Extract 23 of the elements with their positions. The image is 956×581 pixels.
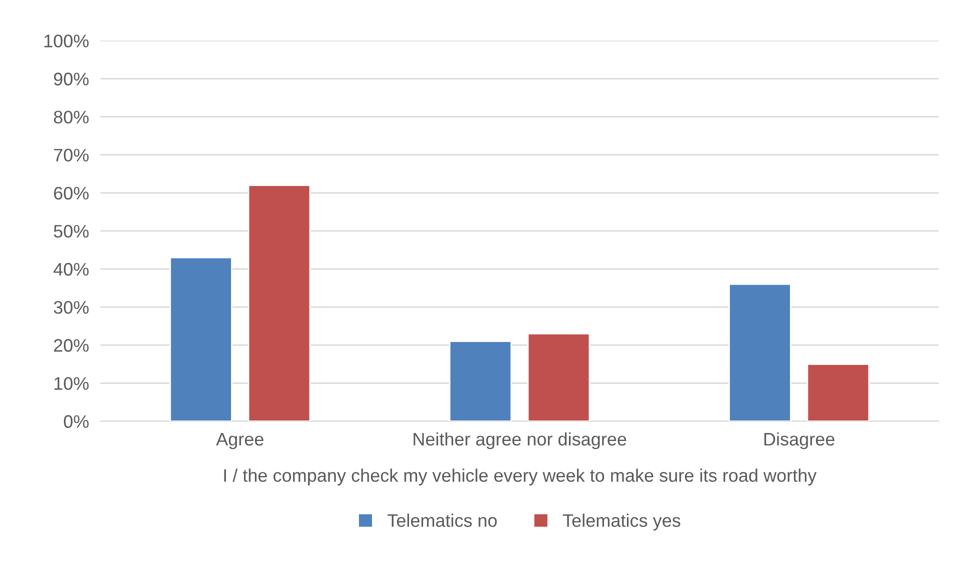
y-tick-label: 50%: [54, 224, 89, 238]
x-tick-label: Disagree: [764, 432, 834, 450]
legend-label: Telematics no: [388, 514, 497, 527]
y-tick-label: 10%: [54, 377, 89, 390]
x-tick-label: Neither agree nor disagree: [414, 432, 626, 450]
x-axis-title: I / the company check my vehicle every week to make sure its road worthy: [224, 468, 817, 486]
y-tick-label: 30%: [54, 300, 89, 314]
y-tick-label: 0%: [64, 415, 89, 428]
bar: [806, 363, 870, 422]
y-tick-label: 70%: [54, 148, 89, 162]
y-tick-label: 20%: [54, 339, 89, 352]
bar: [449, 340, 512, 422]
y-tick-label: 80%: [54, 110, 89, 124]
bar: [527, 333, 590, 422]
x-tick-label: Agree: [216, 433, 264, 450]
y-tick-label: 40%: [54, 262, 89, 276]
bar: [170, 256, 232, 422]
bar: [248, 184, 311, 422]
y-tick-label: 60%: [54, 186, 89, 200]
legend-label: Telematics yes: [562, 514, 680, 531]
y-tick-label: 100%: [44, 34, 89, 48]
bar: [728, 284, 792, 422]
y-tick-label: 90%: [54, 72, 89, 86]
